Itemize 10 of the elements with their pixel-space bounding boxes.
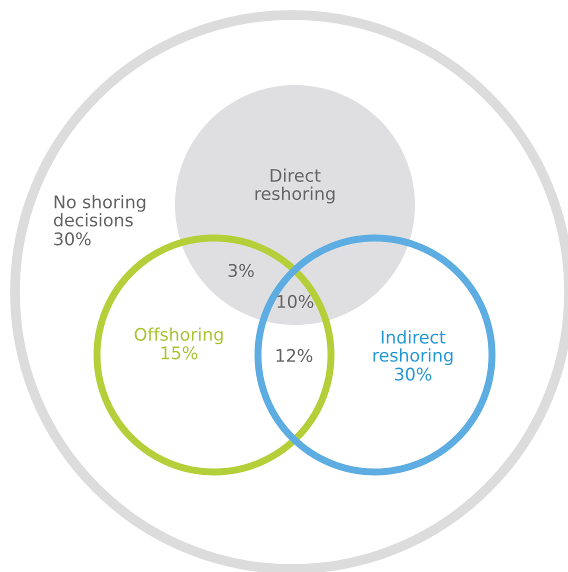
- data-label: 30%: [54, 232, 91, 246]
- category-label: Offshoring: [134, 328, 223, 344]
- data-label: 30%: [395, 368, 432, 381]
- text: 12%: [276, 348, 312, 362]
- category-label: Indirect reshoring: [374, 330, 452, 366]
- data-label: 15%: [162, 346, 198, 360]
- category-label: Direct reshoring: [256, 168, 334, 204]
- text: 3%: [228, 264, 254, 278]
- text: 10%: [278, 294, 314, 308]
- category-label: No shoring decisions: [54, 195, 146, 227]
